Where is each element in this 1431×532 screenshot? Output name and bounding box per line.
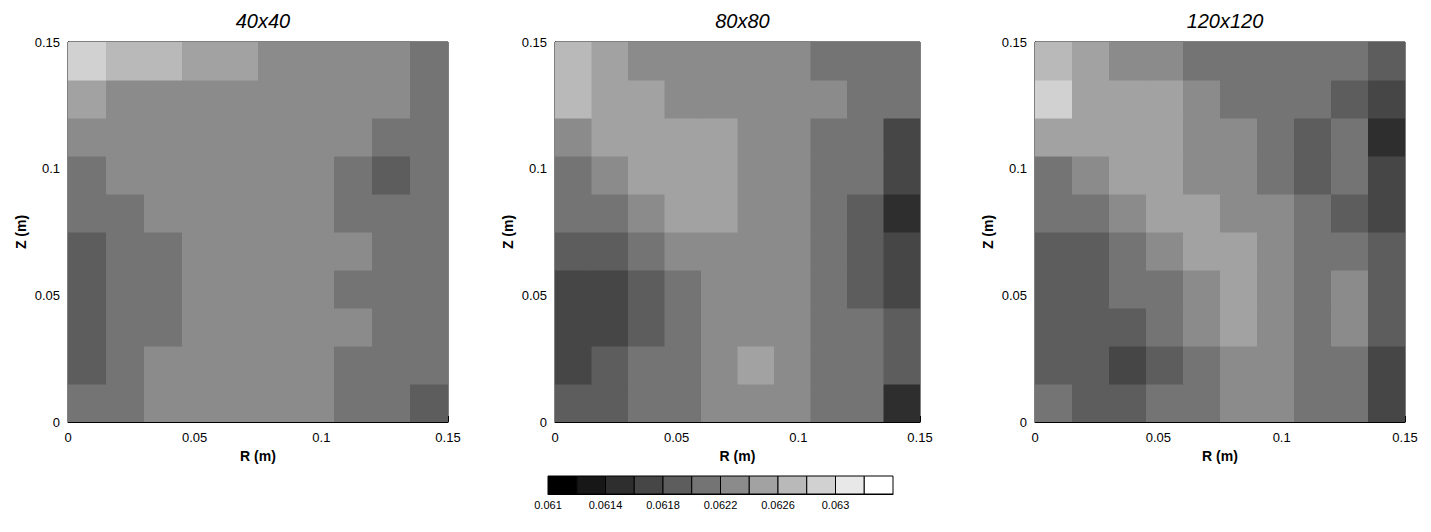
svg-text:0: 0 <box>551 430 558 445</box>
svg-text:R (m): R (m) <box>240 448 276 464</box>
svg-text:0.05: 0.05 <box>35 288 60 303</box>
svg-text:0.1: 0.1 <box>312 430 330 445</box>
svg-text:R (m): R (m) <box>720 448 756 464</box>
svg-text:0.05: 0.05 <box>664 430 689 445</box>
svg-text:0.05: 0.05 <box>522 288 547 303</box>
svg-text:Z (m): Z (m) <box>13 215 29 249</box>
svg-text:R (m): R (m) <box>1202 448 1238 464</box>
svg-text:0.0622: 0.0622 <box>704 499 738 511</box>
svg-text:0.063: 0.063 <box>822 499 850 511</box>
svg-text:0.15: 0.15 <box>35 35 60 50</box>
svg-text:0.05: 0.05 <box>182 430 207 445</box>
svg-text:0.05: 0.05 <box>1002 288 1027 303</box>
svg-text:0.15: 0.15 <box>1392 430 1417 445</box>
svg-text:Z (m): Z (m) <box>500 215 516 249</box>
svg-text:0: 0 <box>53 415 60 430</box>
svg-text:0.1: 0.1 <box>1273 430 1291 445</box>
svg-text:0.05: 0.05 <box>1146 430 1171 445</box>
svg-text:0.061: 0.061 <box>534 499 562 511</box>
svg-text:0: 0 <box>64 430 71 445</box>
svg-text:0.15: 0.15 <box>435 430 460 445</box>
svg-text:120x120: 120x120 <box>1187 10 1264 32</box>
svg-text:0: 0 <box>540 415 547 430</box>
svg-text:40x40: 40x40 <box>236 10 291 32</box>
svg-text:0.1: 0.1 <box>42 161 60 176</box>
svg-text:0.1: 0.1 <box>529 161 547 176</box>
svg-text:0.15: 0.15 <box>1002 35 1027 50</box>
svg-text:Z (m): Z (m) <box>980 215 996 249</box>
svg-text:0.1: 0.1 <box>789 430 807 445</box>
svg-text:0: 0 <box>1020 415 1027 430</box>
svg-text:80x80: 80x80 <box>715 10 770 32</box>
svg-text:0.0626: 0.0626 <box>761 499 795 511</box>
svg-text:0.15: 0.15 <box>522 35 547 50</box>
svg-text:0.0614: 0.0614 <box>589 499 623 511</box>
svg-text:0.0618: 0.0618 <box>646 499 680 511</box>
svg-text:0.15: 0.15 <box>907 430 932 445</box>
svg-text:0.1: 0.1 <box>1009 161 1027 176</box>
svg-text:0: 0 <box>1031 430 1038 445</box>
